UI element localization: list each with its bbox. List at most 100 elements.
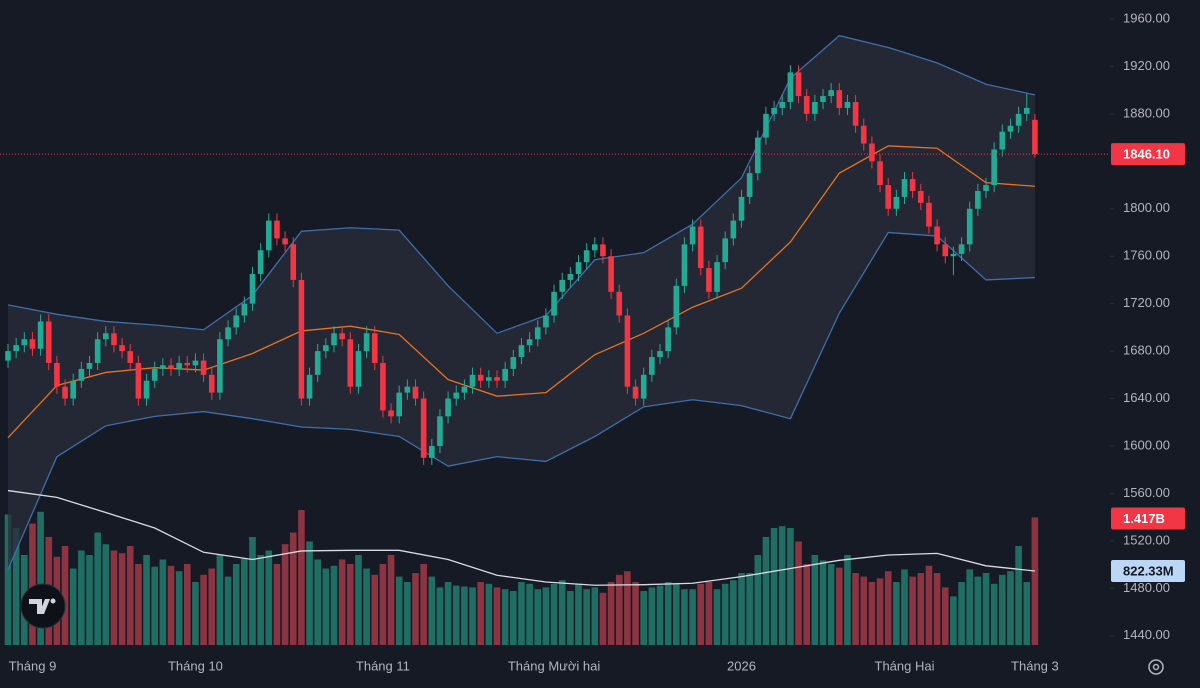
candle-body — [469, 374, 476, 387]
volume-bar — [289, 532, 297, 645]
candle-body — [103, 333, 109, 340]
candle-body — [543, 315, 549, 328]
volume-bar — [175, 571, 183, 645]
candle-body — [306, 374, 313, 399]
y-tick-label: 1800.00 — [1123, 200, 1170, 215]
candle-body — [836, 90, 843, 108]
y-tick-label: 1640.00 — [1123, 390, 1170, 405]
volume-bar — [322, 568, 330, 645]
volume-bar — [94, 532, 101, 645]
y-tick-label: 1520.00 — [1123, 532, 1170, 547]
candle-body — [551, 291, 557, 316]
candle-body — [771, 107, 777, 114]
volume-bar — [69, 568, 77, 645]
volume-bar — [770, 528, 778, 645]
volume-bar — [982, 573, 990, 645]
volume-bar — [12, 528, 20, 645]
volume-bar — [37, 511, 44, 645]
volume-bar — [721, 583, 729, 645]
candle-body — [331, 333, 337, 346]
volume-bar — [436, 587, 444, 645]
candle-body — [208, 374, 215, 393]
candle-body — [689, 226, 696, 245]
volume-bar — [184, 564, 191, 645]
candle-body — [257, 250, 264, 274]
candle-body — [820, 96, 826, 103]
candle-body — [665, 327, 671, 352]
x-tick-label: Tháng 11 — [356, 658, 410, 673]
candle-body — [763, 113, 769, 138]
volume-bar — [868, 582, 876, 645]
candle-body — [983, 185, 989, 191]
volume-bar — [819, 560, 827, 645]
volume-bar — [4, 514, 12, 645]
candle-body — [877, 161, 883, 186]
volume-bar — [61, 546, 69, 645]
volume-bar — [697, 583, 705, 645]
volume-bar — [167, 565, 175, 645]
y-tick-label: 1880.00 — [1123, 105, 1170, 120]
volume-bar — [1015, 546, 1022, 645]
volume-bar — [893, 582, 900, 645]
volume-bar — [314, 559, 321, 645]
candle-body — [722, 238, 728, 263]
volume-bar — [126, 546, 134, 645]
candle-body — [526, 339, 533, 346]
candle-body — [160, 365, 166, 369]
volume-bar — [762, 537, 770, 645]
candle-body — [200, 360, 207, 375]
volume-bar — [901, 569, 908, 645]
candle-body — [681, 244, 688, 286]
volume-bar — [159, 559, 167, 645]
volume-bar — [681, 589, 688, 645]
volume-bar — [999, 574, 1006, 645]
candle-body — [453, 392, 460, 399]
candle-body — [803, 96, 810, 114]
candle-body — [909, 179, 916, 191]
volume-bar — [811, 555, 819, 645]
candle-body — [714, 262, 720, 292]
candle-body — [290, 244, 297, 280]
candle-body — [592, 244, 598, 251]
volume-bar — [966, 569, 973, 645]
volume-bar — [257, 555, 264, 645]
logo[interactable] — [20, 583, 66, 629]
volume-bar — [110, 550, 118, 645]
candle-body — [608, 256, 614, 292]
x-tick-label: Tháng 10 — [168, 658, 223, 673]
volume-bar — [689, 589, 696, 645]
volume-bar — [501, 589, 509, 645]
volume-bar — [607, 582, 615, 645]
candle-body — [1023, 107, 1030, 114]
volume-bar — [355, 555, 362, 645]
volume-bar — [591, 587, 599, 645]
candle-body — [168, 365, 174, 369]
candle-body — [950, 253, 957, 257]
candle-body — [755, 137, 761, 174]
x-tick-label: Tháng Mười hai — [508, 658, 600, 673]
volume-bar — [216, 555, 224, 645]
candle-body — [323, 345, 329, 352]
settings-button[interactable] — [1148, 659, 1164, 675]
volume-bar — [624, 571, 631, 645]
volume-bar — [933, 573, 941, 645]
volume-bar — [599, 592, 607, 645]
candle-body — [437, 416, 443, 446]
volume-bar — [241, 558, 248, 645]
y-tick-label: 1760.00 — [1123, 248, 1170, 263]
volume-bar — [379, 564, 387, 645]
volume-bar — [477, 582, 484, 645]
candle-body — [958, 244, 965, 254]
candle-body — [934, 226, 940, 245]
y-tick-label: 1680.00 — [1123, 343, 1170, 358]
candle-body — [559, 279, 565, 292]
volume-bar — [1023, 582, 1031, 645]
price-axis: 1440.00 1480.00 1520.00 1560.00 1600.00 1640.… — [9, 10, 1185, 673]
candle-body — [583, 250, 590, 263]
volume-bar — [754, 555, 762, 645]
volume-bar — [298, 510, 305, 645]
volume-bar — [135, 564, 142, 645]
candle-body — [70, 380, 76, 399]
candle-body — [241, 303, 248, 316]
candle-body — [94, 339, 101, 363]
